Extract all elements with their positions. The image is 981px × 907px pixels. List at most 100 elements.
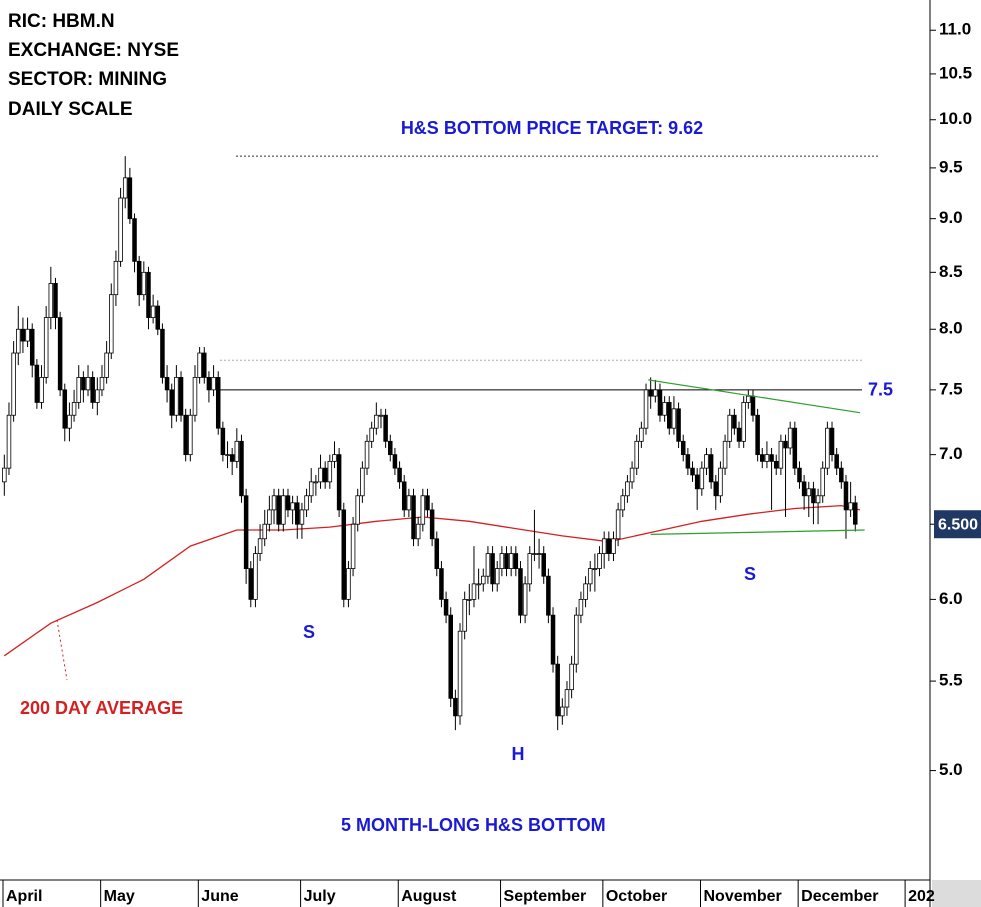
candle-body xyxy=(374,414,379,429)
candle-body xyxy=(322,467,328,483)
candle-body xyxy=(67,414,72,429)
x-tick-label: April xyxy=(6,888,42,905)
candle-body xyxy=(132,218,137,262)
candle-body xyxy=(606,538,612,554)
candle-body xyxy=(639,427,644,442)
candle-body xyxy=(136,260,142,296)
corner-box xyxy=(932,880,981,907)
candle-body xyxy=(815,495,821,504)
candle-body xyxy=(708,454,714,483)
x-tick-label: September xyxy=(504,888,587,905)
candle-body xyxy=(6,414,12,469)
candle-body xyxy=(360,467,365,497)
candle-body xyxy=(597,553,602,569)
candle-body xyxy=(336,454,342,511)
candle-body xyxy=(527,553,533,585)
candle-body xyxy=(81,377,86,391)
candle-body xyxy=(825,427,830,469)
candle-body xyxy=(536,553,542,555)
candle-body xyxy=(48,283,54,318)
candle-body xyxy=(801,481,807,497)
chart-title: H&S BOTTOM PRICE TARGET: 9.62 xyxy=(401,118,703,138)
candle-body xyxy=(313,481,319,484)
candle-body xyxy=(211,377,216,391)
info-line: DAILY SCALE xyxy=(8,99,133,120)
candle-body xyxy=(848,502,853,511)
candle-body xyxy=(550,614,556,665)
y-tick-label: 11.0 xyxy=(939,20,971,39)
candle-body xyxy=(439,568,444,600)
candle-body xyxy=(262,523,267,540)
level-label: 7.5 xyxy=(868,380,893,400)
candle-body xyxy=(350,523,356,569)
candle-body xyxy=(704,454,709,469)
candle-body xyxy=(243,495,249,569)
candle-body xyxy=(99,377,105,391)
candle-body xyxy=(425,495,430,511)
candle-body xyxy=(797,467,802,483)
candle-body xyxy=(755,414,760,456)
candle-body xyxy=(225,454,230,457)
candle-body xyxy=(499,553,505,569)
candle-body xyxy=(718,467,723,497)
candle-body xyxy=(462,598,467,632)
candle-body xyxy=(690,467,695,476)
candle-body xyxy=(197,352,202,378)
y-tick-label: 5.0 xyxy=(939,760,963,779)
candle-body xyxy=(271,495,277,511)
candle-body xyxy=(574,614,579,665)
candle-body xyxy=(420,495,426,525)
candle-body xyxy=(736,427,742,442)
y-tick-label: 9.5 xyxy=(939,157,963,176)
candle-body xyxy=(327,460,333,483)
candle-body xyxy=(122,177,128,199)
candle-body xyxy=(732,414,737,429)
candle-body xyxy=(569,663,574,691)
candle-body xyxy=(215,377,221,429)
candle-body xyxy=(773,460,779,469)
candle-body xyxy=(643,389,649,429)
candle-body xyxy=(513,553,519,569)
candle-body xyxy=(276,495,281,525)
candle-body xyxy=(234,440,240,462)
candle-body xyxy=(346,568,351,600)
candle-body xyxy=(364,440,370,469)
candle-body xyxy=(578,598,584,616)
candle-body xyxy=(471,583,477,600)
candle-body xyxy=(71,402,77,416)
x-tick-label: July xyxy=(304,888,336,905)
y-tick-label: 9.0 xyxy=(939,208,963,227)
candle-body xyxy=(653,389,658,397)
candle-body xyxy=(467,598,472,601)
candle-body xyxy=(383,414,388,442)
candle-body xyxy=(183,414,188,456)
info-line: RIC: HBM.N xyxy=(8,11,115,32)
candle-body xyxy=(620,495,626,511)
candle-body xyxy=(662,402,667,416)
pattern-label: H xyxy=(512,744,525,764)
candle-body xyxy=(239,440,244,497)
candle-body xyxy=(787,427,793,449)
candle-body xyxy=(746,395,751,403)
candle-body xyxy=(560,706,565,717)
candle-body xyxy=(667,402,672,429)
candle-body xyxy=(229,454,235,462)
candle-body xyxy=(555,663,560,717)
candle-body xyxy=(174,377,179,416)
y-tick-label: 8.0 xyxy=(939,319,963,338)
candle-body xyxy=(834,454,839,469)
candle-body xyxy=(248,568,254,600)
candle-body xyxy=(11,352,16,416)
candle-body xyxy=(332,454,337,462)
candle-body xyxy=(16,328,21,354)
x-tick-label: 202 xyxy=(908,888,935,905)
candle-body xyxy=(285,495,291,511)
candle-body xyxy=(769,454,774,462)
candle-body xyxy=(253,553,258,600)
candle-body xyxy=(146,271,151,318)
x-tick-label: June xyxy=(201,888,238,905)
candle-body xyxy=(839,467,844,483)
candle-body xyxy=(53,283,58,318)
candle-body xyxy=(90,377,95,403)
